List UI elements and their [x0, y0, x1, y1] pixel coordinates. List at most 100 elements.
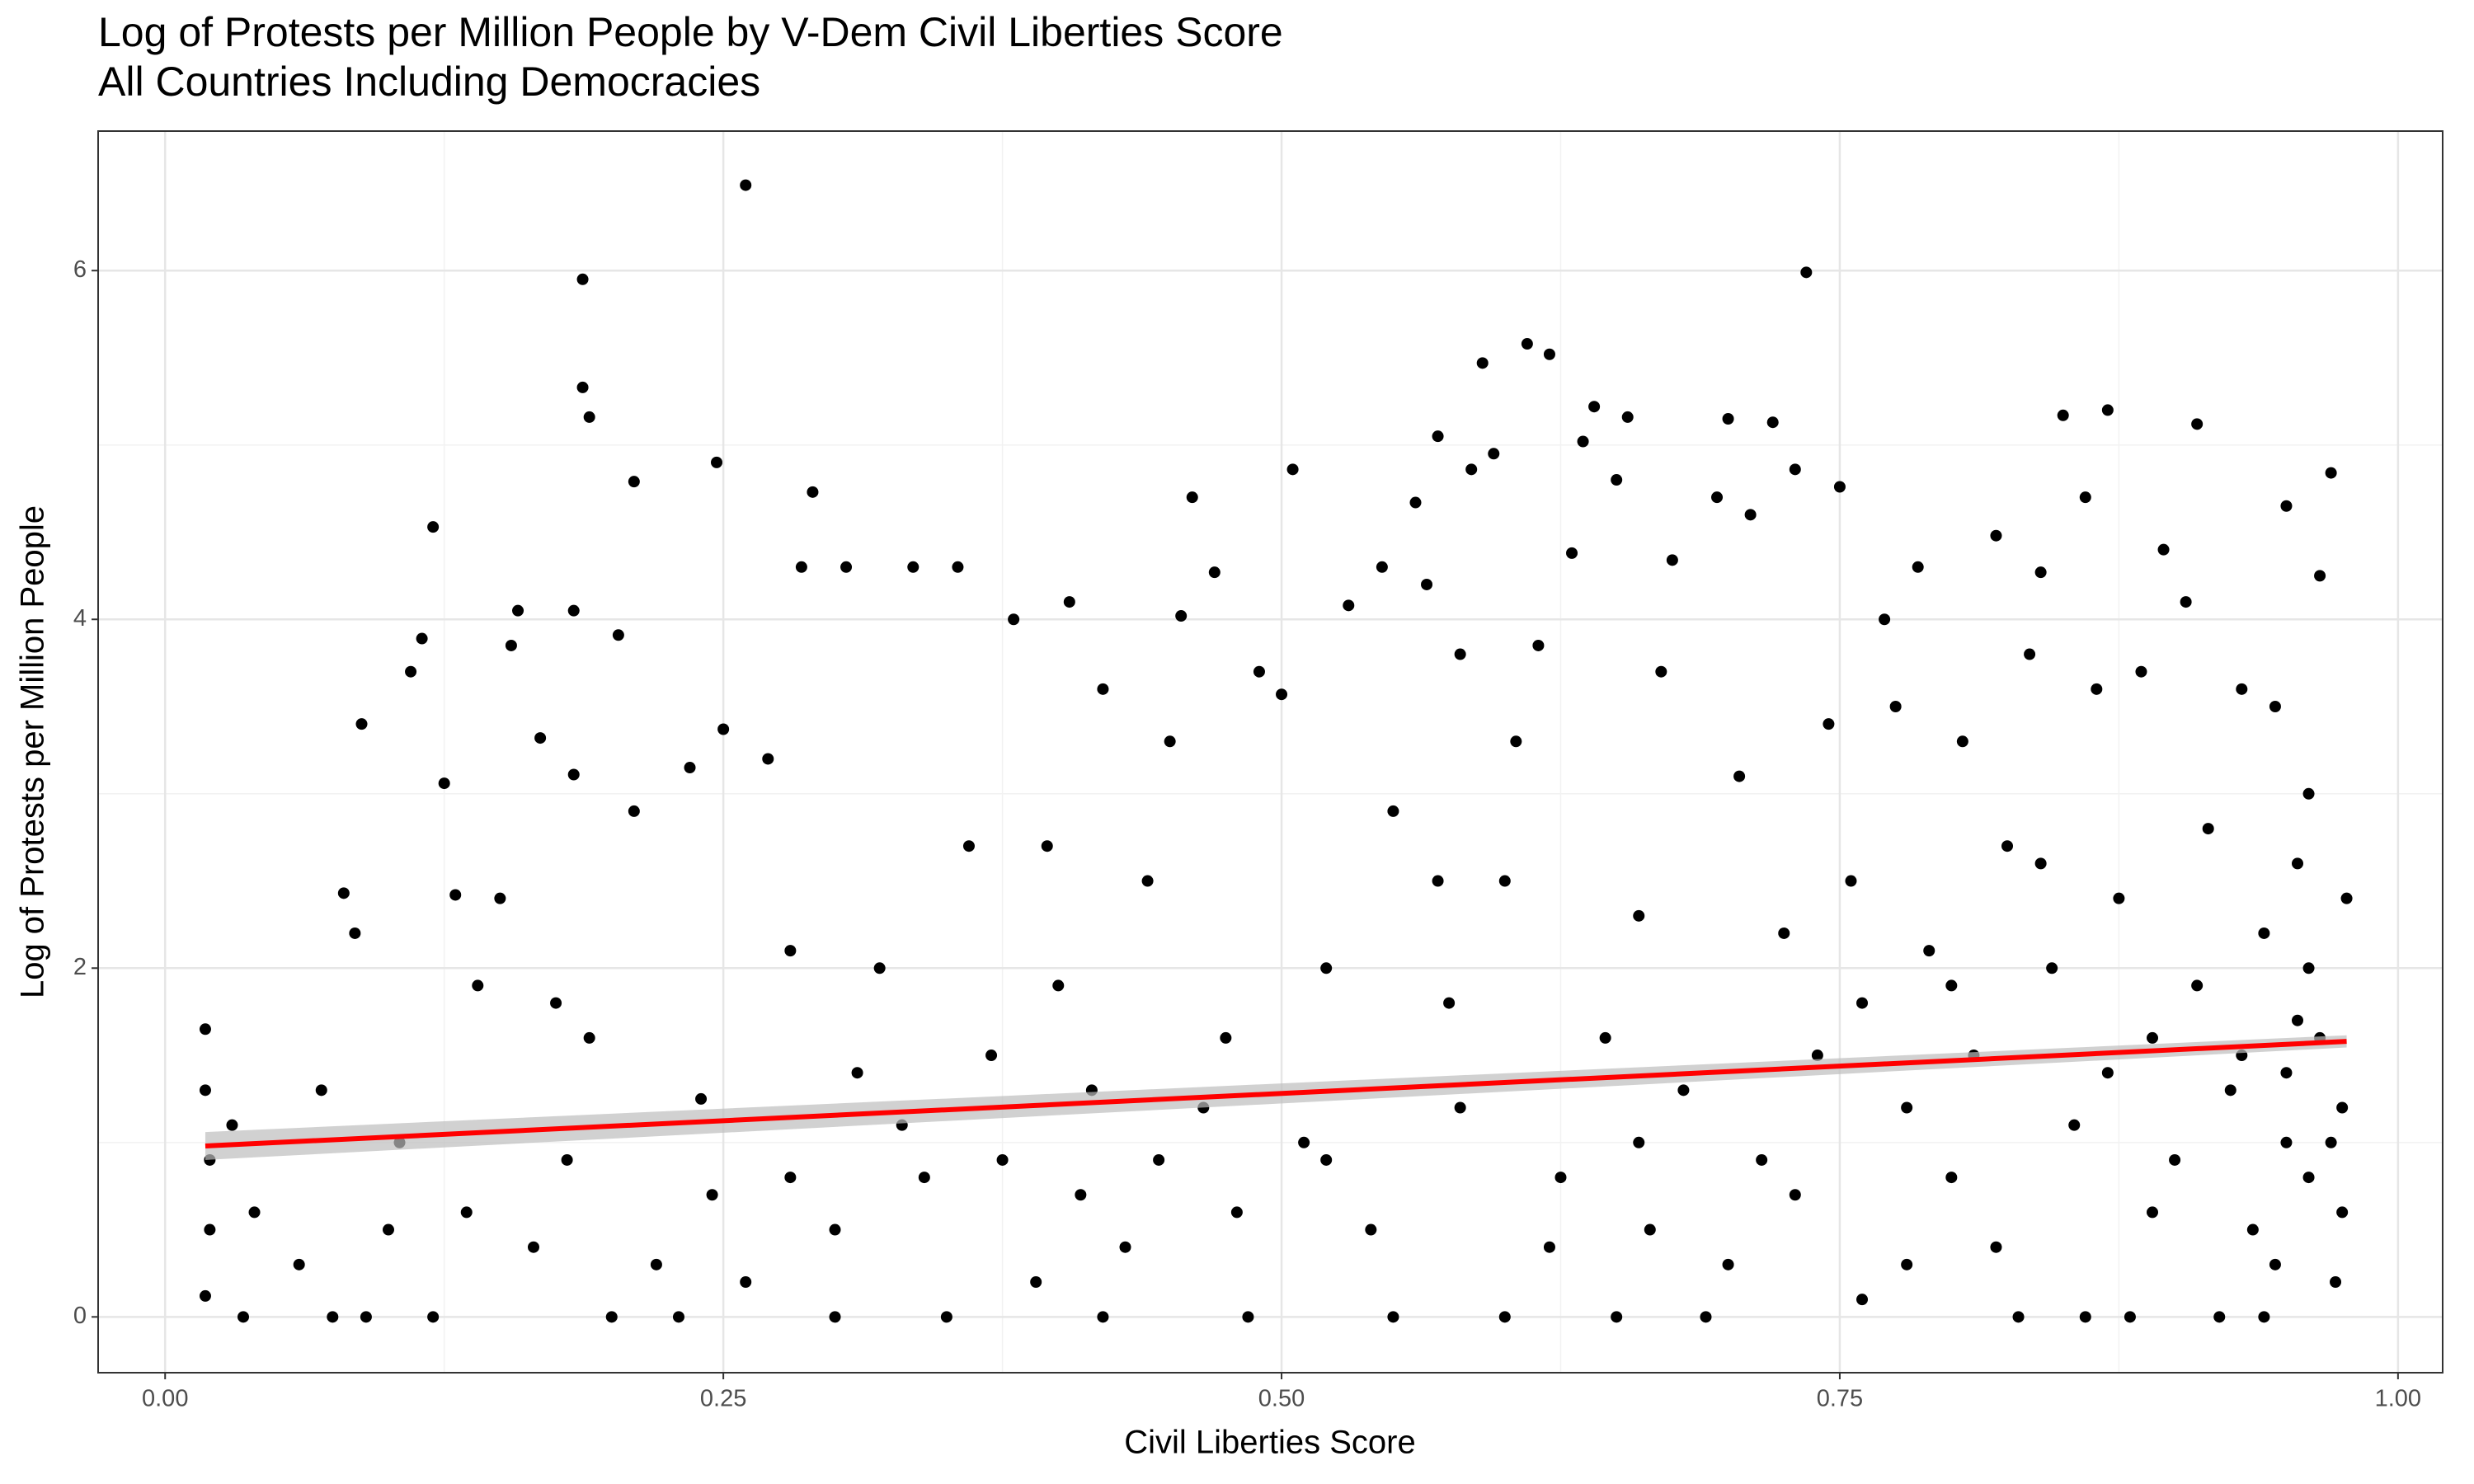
x-tick-label: 0.50	[1258, 1386, 1305, 1412]
point	[2012, 1311, 2025, 1323]
point	[349, 927, 361, 939]
point	[1611, 474, 1623, 486]
point	[1097, 1311, 1109, 1323]
point	[829, 1311, 841, 1323]
point	[1008, 613, 1020, 626]
x-axis-title: Civil Liberties Score	[1124, 1425, 1415, 1461]
point	[1119, 1241, 1131, 1253]
point	[1242, 1311, 1254, 1323]
point	[695, 1092, 708, 1105]
point	[873, 962, 886, 974]
point	[1733, 770, 1746, 782]
point	[907, 561, 920, 573]
point	[2024, 648, 2036, 660]
point	[1521, 338, 1533, 350]
point	[2292, 1014, 2304, 1026]
point	[561, 1153, 573, 1166]
point	[2001, 840, 2014, 852]
point	[2336, 1206, 2349, 1219]
point	[940, 1311, 952, 1323]
point	[628, 805, 640, 817]
point	[1432, 875, 1444, 887]
point	[2191, 418, 2204, 430]
point	[1789, 1189, 1801, 1201]
point	[717, 723, 730, 735]
point	[1343, 599, 1355, 612]
point	[199, 1289, 211, 1302]
point	[1566, 547, 1578, 559]
point	[1990, 1241, 2002, 1253]
point	[512, 604, 524, 617]
point	[2147, 1206, 2159, 1219]
point	[2068, 1119, 2081, 1131]
point	[684, 762, 696, 774]
point	[740, 1276, 752, 1289]
point	[996, 1153, 1009, 1166]
point	[382, 1223, 394, 1236]
point	[1063, 596, 1075, 608]
point	[1599, 1031, 1611, 1044]
point	[1956, 735, 1968, 748]
point	[1164, 735, 1176, 748]
x-tick-label: 0.25	[700, 1386, 746, 1412]
point	[628, 476, 640, 488]
point	[1577, 435, 1589, 448]
point	[1588, 401, 1601, 413]
point	[2340, 892, 2353, 904]
point	[1141, 875, 1154, 887]
point	[2101, 1067, 2114, 1079]
point	[567, 768, 580, 781]
point	[315, 1084, 327, 1097]
point	[1041, 840, 1053, 852]
point	[2302, 1172, 2315, 1184]
point	[1845, 875, 1857, 887]
point	[1666, 554, 1678, 566]
x-tick-label: 0.00	[142, 1386, 188, 1412]
point	[1856, 997, 1869, 1009]
point	[1208, 566, 1221, 579]
point	[534, 732, 547, 744]
x-tick-label: 0.75	[1817, 1386, 1863, 1412]
point	[1075, 1189, 1087, 1201]
point	[576, 273, 589, 285]
point	[2269, 701, 2281, 713]
point	[2236, 683, 2248, 695]
y-tick-label: 6	[73, 256, 87, 283]
point	[1387, 805, 1399, 817]
point	[1677, 1084, 1690, 1097]
chart-subtitle: All Countries Including Democracies	[98, 59, 760, 105]
point	[199, 1023, 211, 1036]
point	[1879, 613, 1891, 626]
point	[1923, 945, 1935, 957]
point	[1510, 735, 1522, 748]
point	[505, 639, 517, 651]
point	[1465, 463, 1478, 476]
confidence-band	[205, 1035, 2347, 1160]
point	[2147, 1031, 2159, 1044]
point	[427, 521, 440, 533]
point	[2124, 1311, 2136, 1323]
point	[550, 997, 562, 1009]
point	[2046, 962, 2058, 974]
point	[293, 1258, 305, 1270]
point	[460, 1206, 473, 1219]
point	[1823, 718, 1835, 730]
point	[355, 718, 368, 730]
point	[2180, 596, 2192, 608]
point	[1320, 1153, 1333, 1166]
point	[416, 632, 428, 645]
point	[1298, 1136, 1310, 1148]
point	[1286, 463, 1299, 476]
point	[1912, 561, 1924, 573]
point	[740, 179, 752, 191]
point	[784, 945, 797, 957]
point	[711, 456, 723, 468]
point	[527, 1241, 539, 1253]
point	[784, 1172, 797, 1184]
point	[2325, 467, 2337, 479]
point	[2314, 570, 2326, 582]
point	[2202, 823, 2214, 835]
point	[1443, 997, 1456, 1009]
y-axis-title: Log of Protests per Million People	[15, 505, 51, 998]
